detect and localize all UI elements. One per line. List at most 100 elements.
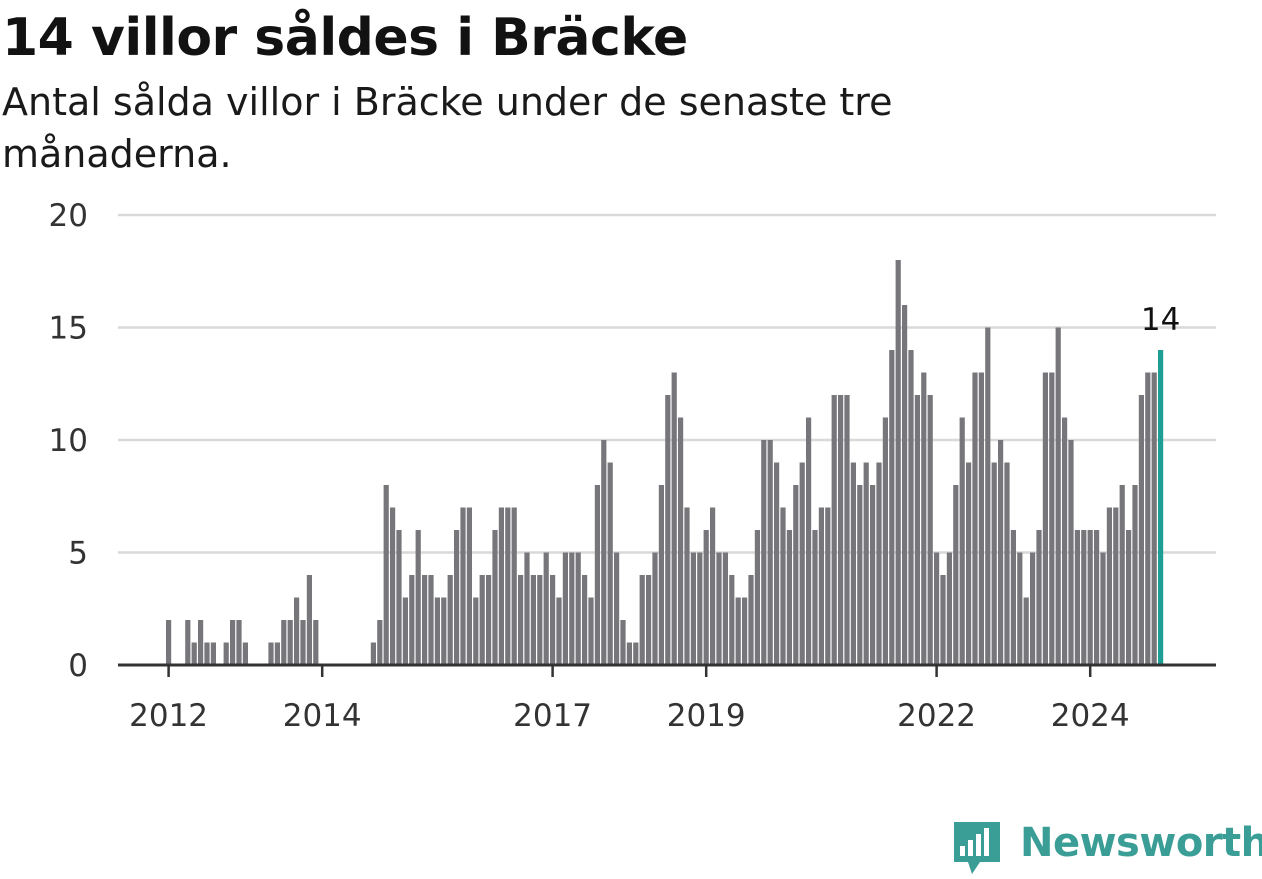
bar bbox=[550, 575, 556, 665]
bar bbox=[838, 395, 844, 665]
bar bbox=[652, 552, 658, 665]
bar bbox=[396, 530, 402, 665]
bar bbox=[1119, 485, 1125, 665]
bar bbox=[946, 552, 952, 665]
bar bbox=[191, 642, 197, 665]
bar bbox=[1113, 507, 1119, 665]
bar bbox=[959, 417, 965, 665]
bar bbox=[1094, 530, 1100, 665]
bar bbox=[1132, 485, 1138, 665]
bar bbox=[441, 597, 447, 665]
bar bbox=[953, 485, 959, 665]
bar bbox=[524, 552, 530, 665]
bar bbox=[914, 395, 920, 665]
bar bbox=[639, 575, 645, 665]
bar bbox=[377, 620, 383, 665]
bar bbox=[1004, 462, 1010, 665]
bar bbox=[594, 485, 600, 665]
bar bbox=[729, 575, 735, 665]
bar bbox=[1145, 372, 1151, 665]
bar bbox=[940, 575, 946, 665]
bar bbox=[722, 552, 728, 665]
y-tick-label: 10 bbox=[49, 423, 88, 459]
bar bbox=[242, 642, 248, 665]
bar bbox=[870, 485, 876, 665]
bar bbox=[678, 417, 684, 665]
bar bbox=[934, 552, 940, 665]
bar bbox=[601, 440, 607, 665]
bar bbox=[1010, 530, 1016, 665]
y-tick-label: 15 bbox=[49, 311, 88, 347]
bar bbox=[492, 530, 498, 665]
bar bbox=[466, 507, 472, 665]
bar bbox=[735, 597, 741, 665]
y-tick-label: 20 bbox=[49, 198, 88, 234]
bar bbox=[537, 575, 543, 665]
bar bbox=[428, 575, 434, 665]
bar bbox=[895, 260, 901, 665]
bar bbox=[166, 620, 172, 665]
bar bbox=[562, 552, 568, 665]
bar bbox=[697, 552, 703, 665]
bar bbox=[927, 395, 933, 665]
bar bbox=[710, 507, 716, 665]
bar bbox=[671, 372, 677, 665]
bar bbox=[1106, 507, 1112, 665]
y-tick-label: 0 bbox=[68, 648, 88, 684]
x-tick-label: 2019 bbox=[667, 698, 746, 734]
y-tick-label: 5 bbox=[68, 536, 88, 572]
bar bbox=[383, 485, 389, 665]
highlight-value-label: 14 bbox=[1141, 302, 1180, 338]
bar bbox=[223, 642, 229, 665]
newsworthy-logo-text: Newsworthy bbox=[1020, 820, 1262, 866]
x-axis bbox=[118, 663, 1216, 677]
bar bbox=[575, 552, 581, 665]
bar bbox=[863, 462, 869, 665]
bar bbox=[844, 395, 850, 665]
bar bbox=[633, 642, 639, 665]
chart-title: 14 villor såldes i Bräcke bbox=[2, 8, 688, 68]
bar bbox=[607, 462, 613, 665]
bar bbox=[972, 372, 978, 665]
x-tick-label: 2012 bbox=[129, 698, 208, 734]
bar bbox=[479, 575, 485, 665]
bar bbox=[614, 552, 620, 665]
bar bbox=[409, 575, 415, 665]
bar bbox=[978, 372, 984, 665]
bar bbox=[415, 530, 421, 665]
bar bbox=[1126, 530, 1132, 665]
bar bbox=[198, 620, 204, 665]
bar bbox=[294, 597, 300, 665]
bar bbox=[985, 327, 991, 665]
bar bbox=[204, 642, 210, 665]
bar bbox=[185, 620, 191, 665]
newsworthy-logo-icon bbox=[954, 822, 1000, 874]
bar bbox=[889, 350, 895, 665]
bar bbox=[556, 597, 562, 665]
bar bbox=[831, 395, 837, 665]
bar bbox=[1074, 530, 1080, 665]
bar bbox=[268, 642, 274, 665]
bar bbox=[998, 440, 1004, 665]
bar bbox=[767, 440, 773, 665]
bar bbox=[1100, 552, 1106, 665]
bar bbox=[210, 642, 216, 665]
bar bbox=[620, 620, 626, 665]
bar bbox=[1049, 372, 1055, 665]
bar bbox=[390, 507, 396, 665]
bar bbox=[876, 462, 882, 665]
chart-subtitle: Antal sålda villor i Bräcke under de sen… bbox=[2, 80, 893, 176]
bar bbox=[812, 530, 818, 665]
bar bbox=[786, 530, 792, 665]
bar bbox=[1151, 372, 1157, 665]
bar bbox=[230, 620, 236, 665]
bar bbox=[486, 575, 492, 665]
x-tick-label: 2014 bbox=[283, 698, 362, 734]
bar bbox=[300, 620, 306, 665]
bar bbox=[716, 552, 722, 665]
bar bbox=[902, 305, 908, 665]
bar bbox=[588, 597, 594, 665]
bar bbox=[774, 462, 780, 665]
bar bbox=[236, 620, 242, 665]
